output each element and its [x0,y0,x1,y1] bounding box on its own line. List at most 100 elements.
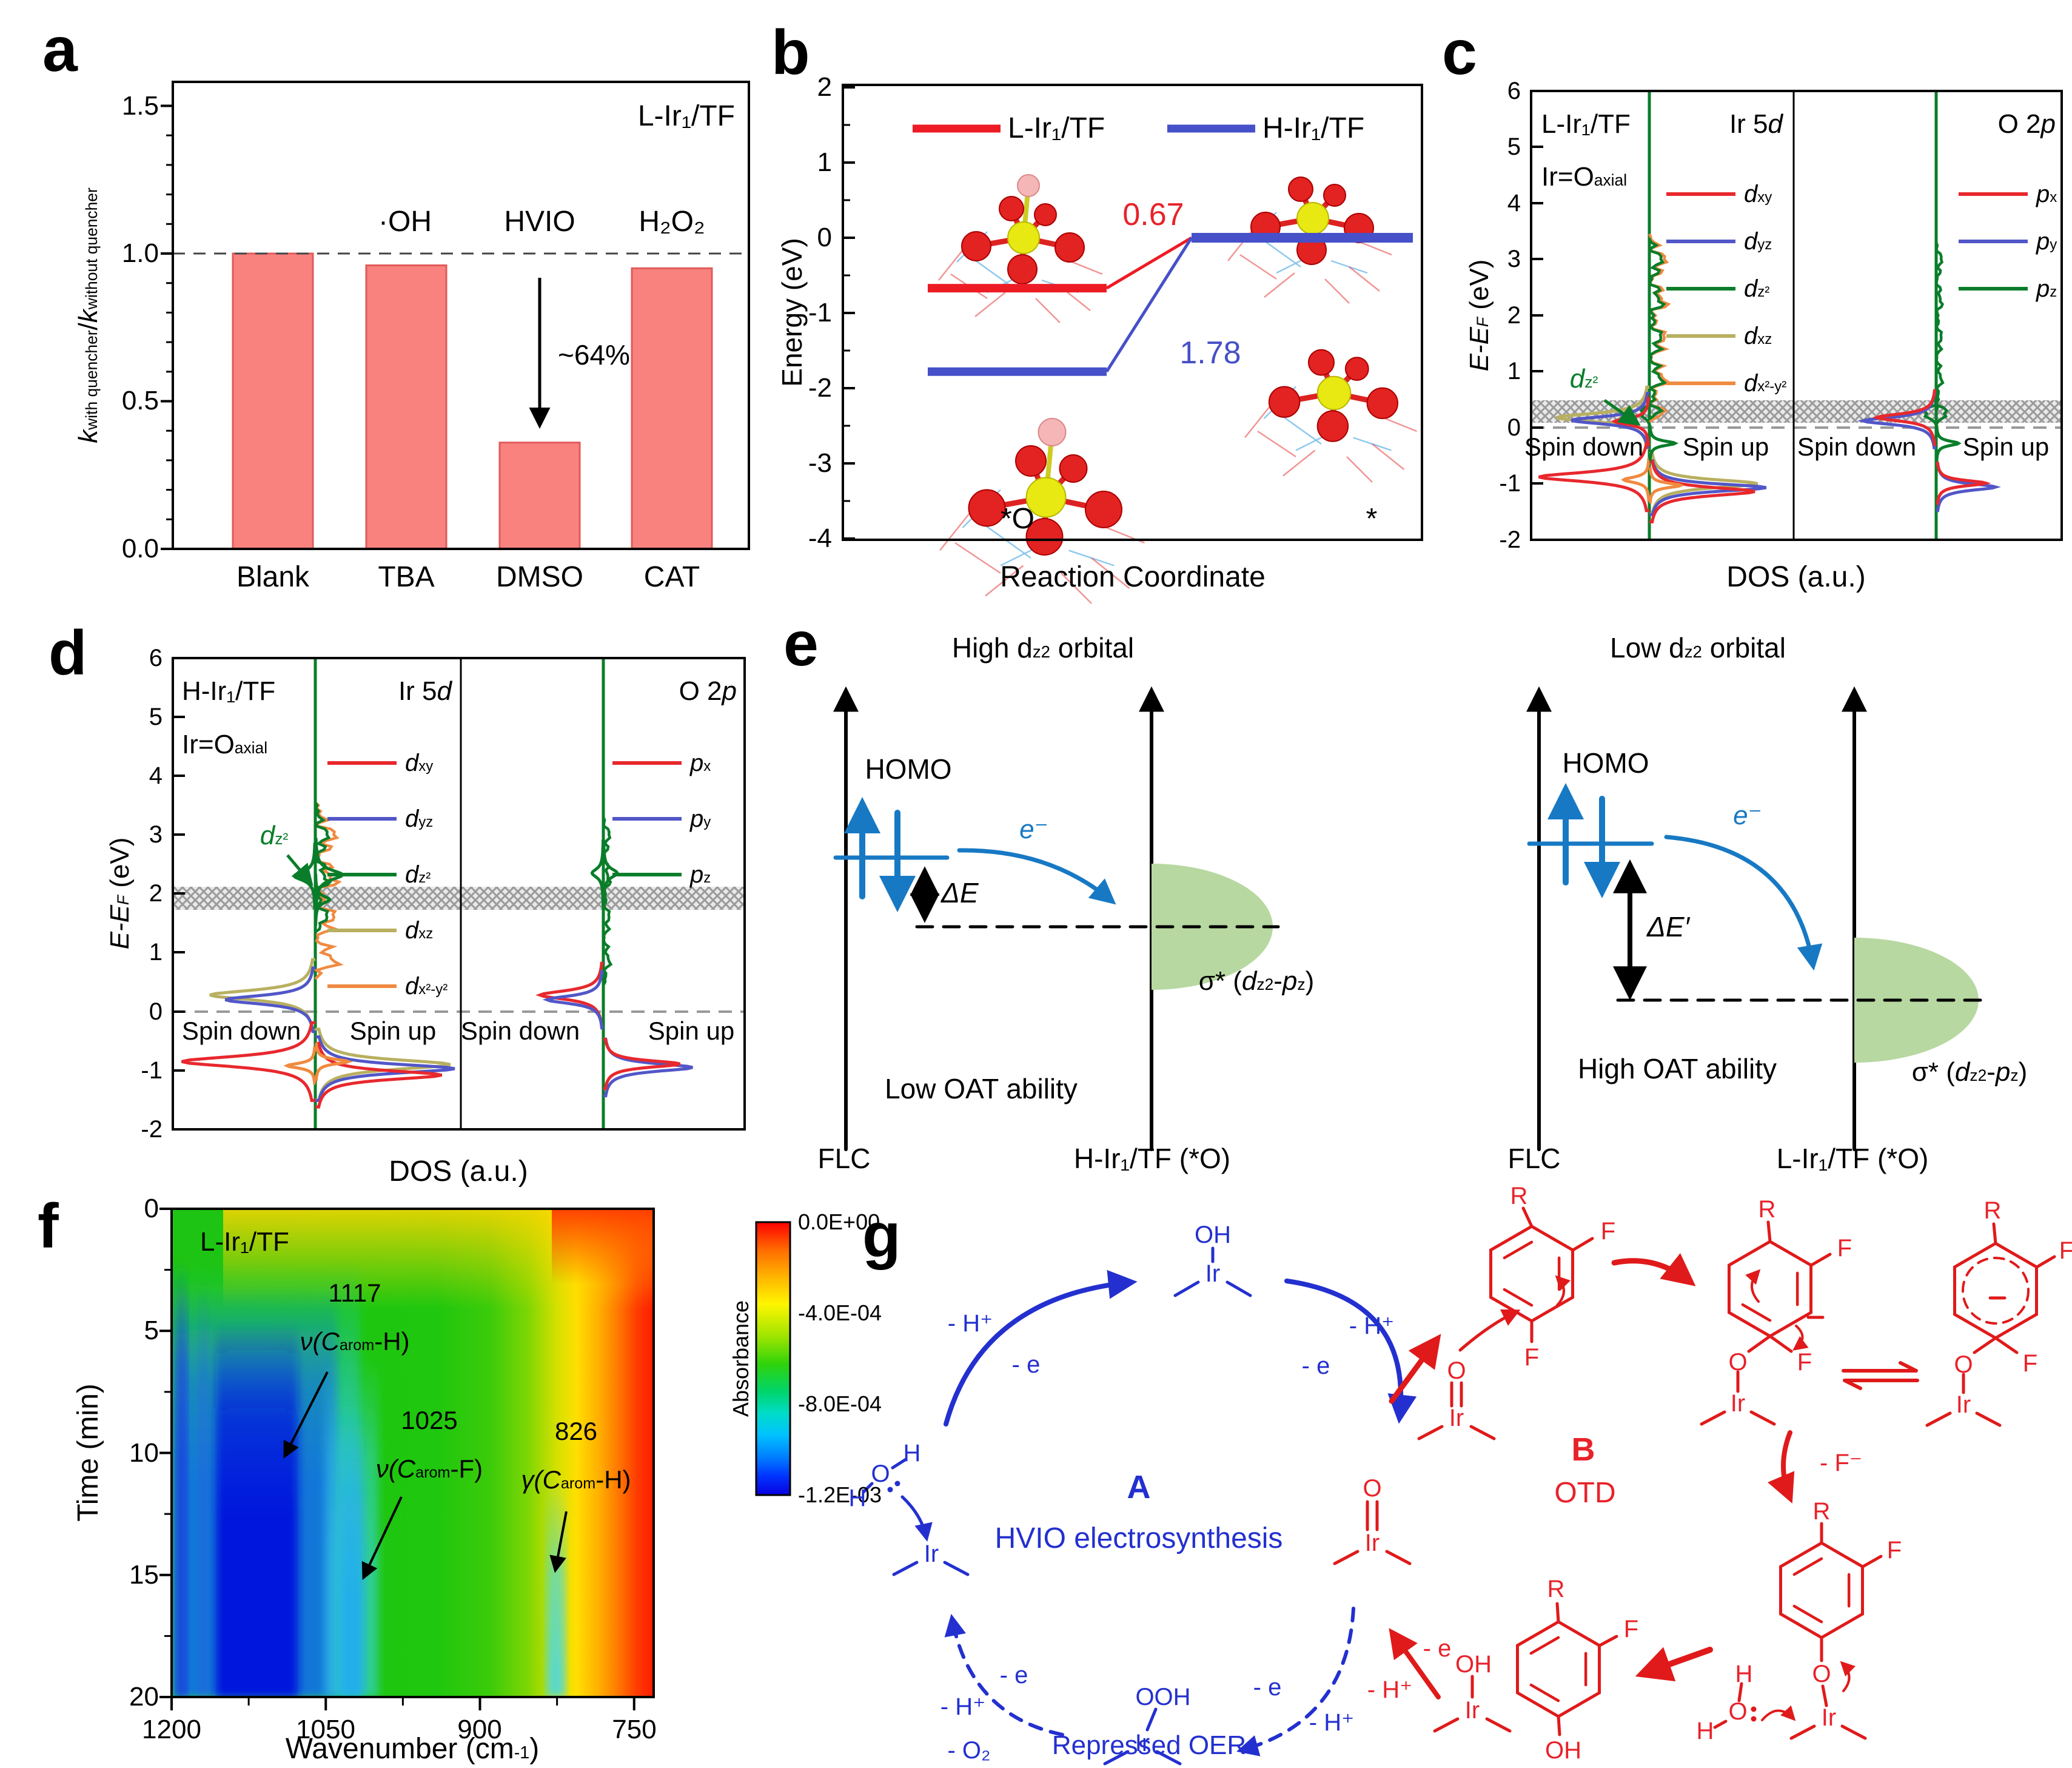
c-ytick: -2 [1499,526,1521,553]
spin-label: Spin up [349,1017,437,1045]
step-minus-e: - e [1423,1635,1452,1662]
water-O: O [871,1460,890,1487]
band-1117: 1117 [328,1279,381,1307]
dos-peak [1571,392,1649,449]
bar-DMSO [498,442,581,550]
step-minus-e: - e [1253,1674,1282,1701]
b-ytick: -1 [808,298,832,328]
ring2-O: O [1728,1349,1748,1376]
ring2-F: F [1797,1349,1812,1376]
c-legend-px: px [2036,181,2057,207]
f-y-axis-label: Time (min) [72,1383,104,1522]
electron-label: e⁻ [1733,801,1762,830]
band-1025-assignment: ν(Carom-F) [375,1454,483,1483]
step-minus-H: - H⁺ [947,1310,993,1337]
ring4-Ir: Ir [1821,1704,1837,1731]
benzene-ring [1516,1620,1601,1718]
band-1117-assignment: ν(Carom-H) [300,1327,410,1356]
drop-percentage: ~64% [558,339,630,371]
panel-letter-d: d [49,618,87,688]
band-826: 826 [554,1417,598,1445]
panel-b-energy-diagram [842,84,1423,604]
b-legend-L: L-Ir₁/TF [1008,112,1105,144]
Ir-oxo-O: O [1447,1357,1466,1384]
a-ytick-0.0: 0.0 [121,534,159,563]
d-ytick: 0 [149,998,163,1025]
double-bond [1503,1240,1534,1260]
step-minus-e: - e [1011,1351,1041,1378]
b-ytick: -4 [808,523,832,553]
ring1-F: F [1600,1218,1616,1245]
f-ytick: 5 [144,1316,159,1345]
b-ytick: 1 [817,147,832,177]
annotation-arrow-826 [549,1511,568,1573]
a-y-axis-label: kwith quencher/kwithout quencher [73,187,103,443]
state-label-star: * [1366,503,1378,535]
annotation-arrow-1117 [283,1371,329,1459]
colorbar-tick: 0.0E+00 [798,1209,880,1234]
ring2-F: F [1837,1235,1852,1262]
molecule-model [938,174,1103,323]
electron-transfer-arrow [957,848,1116,905]
step-minus-H: - H⁺ [940,1693,986,1720]
spin-label: Spin down [1524,432,1644,461]
flc-label: FLC [1507,1143,1561,1174]
d-legend-dyz: dyz [405,805,434,832]
c-legend-dxy: dxy [1744,181,1772,207]
dos-peak [1649,460,1755,523]
ring1-R: R [1510,1183,1528,1209]
c-system-label: L-Ir₁/TF [1541,109,1631,139]
band-826-assignment: γ(Carom-H) [521,1465,631,1494]
oer-dashed-arrow-right [1236,1607,1355,1756]
d-legend-dz2: dz² [405,861,431,888]
oat-ability-label: High OAT ability [1577,1053,1777,1084]
double-bond [1741,1303,1772,1322]
water-H: H [1696,1718,1714,1744]
dz2-pointer-arrow-c [1603,398,1641,426]
cycle-A-title: HVIO electrosynthesis [994,1522,1283,1555]
b-ytick: -2 [808,373,832,403]
oer-dashed-arrow-left [944,1613,1064,1736]
b-ytick: -3 [808,448,832,478]
c-ytick: 3 [1507,246,1521,272]
f-xtick: 1050 [296,1715,355,1744]
dos-peak [314,873,332,926]
equilibrium-harpoon-forward [1842,1361,1918,1373]
Ir-OH-species: OH [1195,1222,1231,1248]
c-ytick: 5 [1507,133,1521,160]
quencher-label-HVIO: HVIO [504,206,575,238]
bar-TBA [365,264,448,550]
d-legend-dx2y2: dx²-y² [405,973,448,1000]
cycle-B-tag: B [1571,1431,1595,1468]
delta-E-prime-label: ΔE′ [1647,911,1690,943]
f-x-axis-label: Wavenumber (cm-1) [285,1733,540,1765]
c-ytick: 1 [1507,358,1521,385]
panel-f-ftir-heatmap [159,1208,791,1710]
e-left-title: High dz2 orbital [951,632,1135,664]
d-subpanel-title-O2p: O 2p [679,676,737,706]
step-minus-H: - H⁺ [1349,1313,1395,1339]
ring3-Ir: Ir [1956,1391,1971,1418]
flc-label: FLC [817,1143,871,1174]
step-minus-O2: - O₂ [947,1737,991,1764]
step-arrow-water-to-IrOH [944,1269,1138,1427]
benzene-ring [1728,1240,1812,1338]
b-y-axis-label: Energy (eV) [776,238,808,387]
electron-label: e⁻ [1019,815,1048,844]
benzene-ring [1953,1242,2038,1340]
c-ytick: 0 [1507,414,1521,441]
heatmap-band-1191 [175,1209,187,1697]
e-right-system-label: L-Ir₁/TF (*O) [1776,1143,1929,1174]
panel-letter-g: g [862,1200,901,1271]
panel-a-bar-chart [161,81,750,550]
panel-a-title: L-Ir₁/TF [637,100,735,132]
benzene-ring [1779,1541,1864,1639]
dos-peak [590,839,605,907]
d-dz2-annotation: dz² [260,821,289,850]
d-legend-px: px [690,750,711,776]
d-y-axis-label: E-EF (eV) [105,837,135,950]
c-ytick: 4 [1507,190,1521,217]
dos-curve [1647,237,1668,420]
ring4-R: R [1812,1498,1831,1525]
